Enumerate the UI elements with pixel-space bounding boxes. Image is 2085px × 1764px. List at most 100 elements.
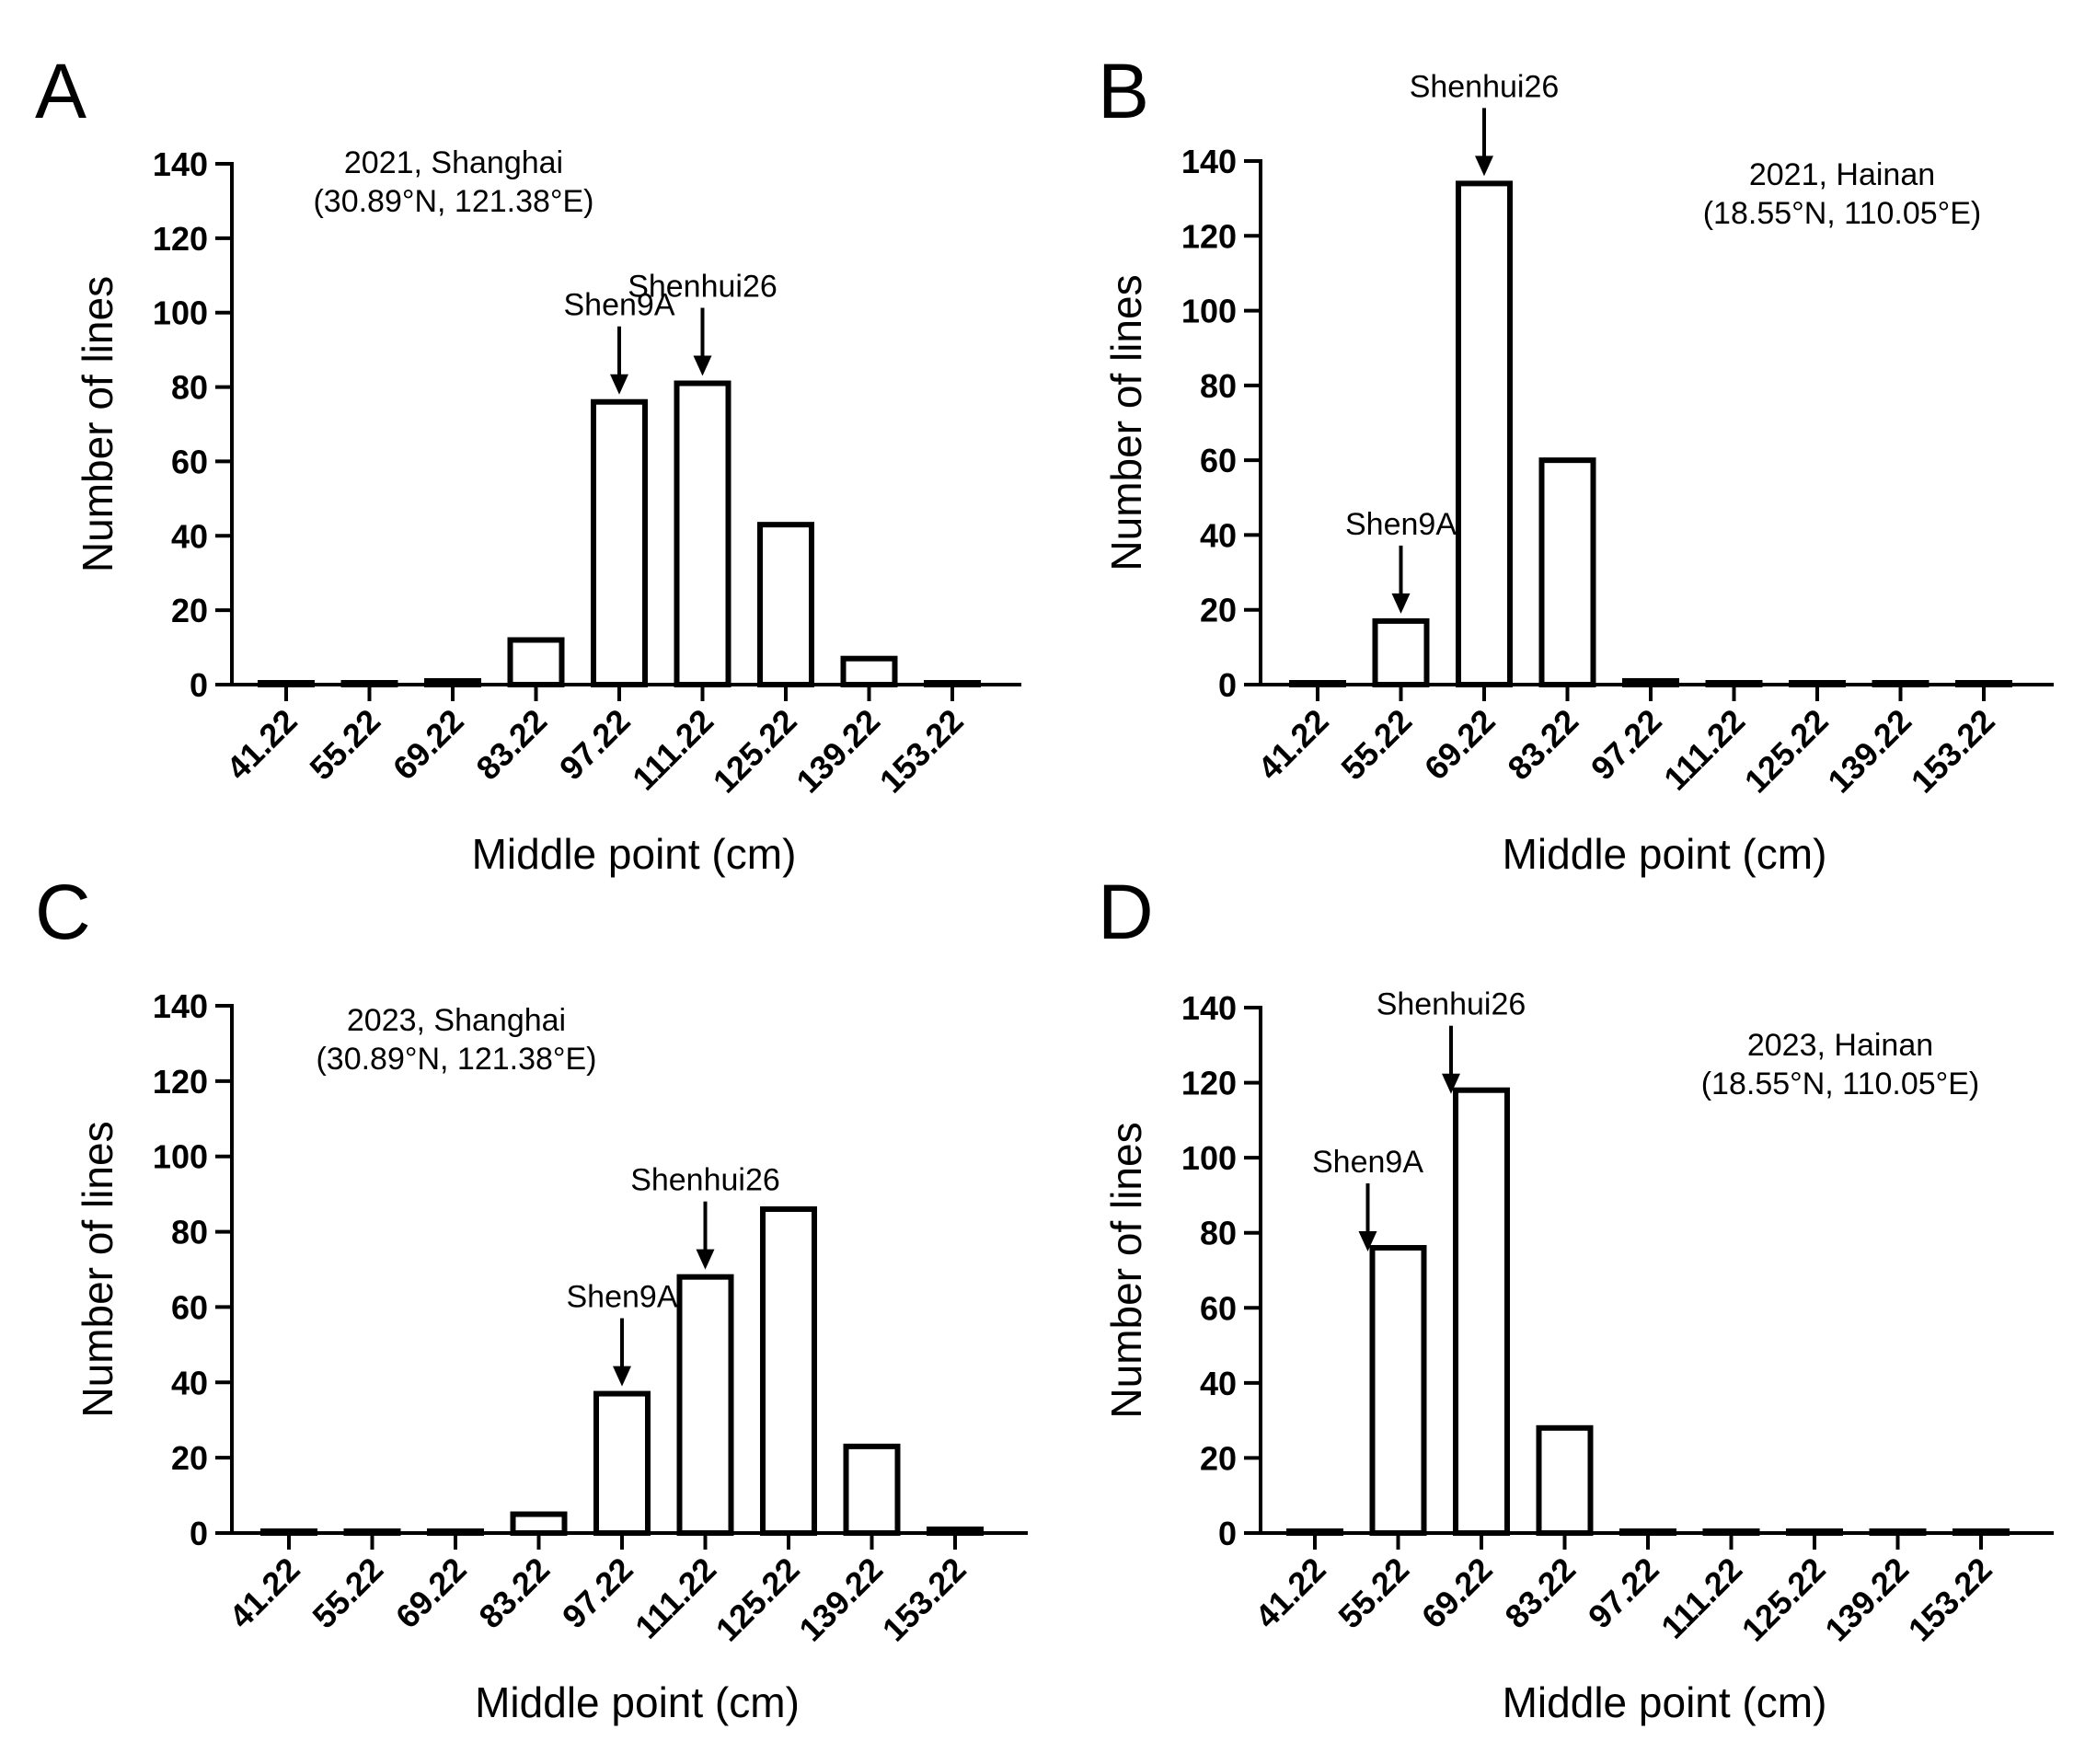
y-tick-label: 120	[153, 220, 208, 258]
panel-letter: B	[1098, 48, 1149, 134]
arrow-label-shen9a: Shen9A	[567, 1280, 678, 1315]
y-tick-label: 80	[171, 369, 208, 407]
x-tick-label: 111.22	[1656, 702, 1752, 798]
x-axis-title: Middle point (cm)	[475, 1678, 800, 1726]
y-tick-label: 140	[1181, 143, 1237, 180]
condition-label: 2023, Hainan	[1747, 1028, 1933, 1063]
x-tick-label: 125.22	[1737, 702, 1836, 801]
y-axis-title: Number of lines	[74, 276, 121, 572]
x-tick-label: 153.22	[1904, 702, 2002, 801]
y-tick-label: 60	[1200, 442, 1237, 479]
arrow-head	[610, 374, 628, 395]
y-tick-label: 0	[190, 1515, 208, 1552]
x-tick-label: 41.22	[219, 702, 305, 788]
arrow-label-shen9a: Shen9A	[1345, 507, 1457, 542]
bar-111.22	[1705, 680, 1763, 687]
bar-97.22	[591, 398, 648, 687]
x-tick-label: 83.22	[1497, 1551, 1583, 1636]
arrow-head	[1475, 156, 1493, 177]
x-tick-label: 97.22	[1581, 1551, 1666, 1636]
y-tick-label: 40	[1200, 1365, 1237, 1402]
y-tick-label: 120	[153, 1063, 208, 1101]
x-tick-label: 97.22	[552, 702, 638, 788]
bar-125.22	[757, 522, 814, 688]
x-tick-label: 41.22	[1250, 702, 1336, 788]
bar-55.22	[1372, 617, 1430, 688]
bar-111.22	[674, 380, 731, 687]
bar-139.22	[843, 1443, 901, 1536]
y-tick-label: 20	[1200, 1439, 1237, 1477]
location-label: (18.55°N, 110.05°E)	[1701, 1066, 1980, 1101]
x-tick-label: 97.22	[555, 1551, 640, 1636]
bar-139.22	[1869, 1528, 1927, 1536]
y-tick-label: 40	[1200, 516, 1237, 554]
x-tick-label: 55.22	[1330, 1551, 1416, 1636]
arrow-label-shenhui26: Shenhui26	[1410, 69, 1560, 104]
x-axis-title: Middle point (cm)	[472, 830, 797, 878]
y-tick-label: 60	[1200, 1289, 1237, 1327]
x-tick-label: 69.22	[1417, 702, 1503, 788]
bar-69.22	[1453, 1087, 1510, 1536]
y-tick-label: 80	[1200, 367, 1237, 405]
arrow-label-shenhui26: Shenhui26	[628, 270, 778, 305]
x-tick-label: 139.22	[1820, 702, 1918, 801]
bar-125.22	[1789, 680, 1846, 687]
arrow-head	[613, 1366, 631, 1387]
x-axis-title: Middle point (cm)	[1503, 830, 1827, 878]
bar-83.22	[510, 1511, 568, 1537]
x-tick-label: 139.22	[789, 702, 887, 801]
arrow-head	[696, 1249, 715, 1270]
x-tick-label: 55.22	[305, 1551, 390, 1636]
bar-69.22	[1456, 180, 1513, 687]
arrow-label-shenhui26: Shenhui26	[1377, 987, 1526, 1022]
x-tick-label: 125.22	[708, 1551, 807, 1649]
panel-b: B 0 20 40 60 80 100 120 140 Number of lines 41.225…	[1098, 48, 2054, 878]
y-tick-label: 0	[190, 666, 208, 704]
bar-153.22	[927, 1526, 984, 1536]
x-tick-label: 41.22	[1248, 1551, 1333, 1636]
bar-97.22	[1622, 677, 1679, 688]
y-tick-label: 80	[1200, 1215, 1237, 1252]
bar-125.22	[760, 1206, 817, 1536]
location-label: (30.89°N, 121.38°E)	[316, 1042, 596, 1077]
bar-41.22	[1289, 680, 1346, 687]
bar-83.22	[1536, 1424, 1594, 1537]
bar-97.22	[1619, 1528, 1676, 1536]
condition-label: 2021, Hainan	[1749, 157, 1935, 192]
bar-83.22	[1538, 457, 1596, 687]
bar-111.22	[1702, 1528, 1760, 1536]
bar-83.22	[507, 637, 565, 688]
x-tick-label: 139.22	[1817, 1551, 1916, 1649]
x-tick-label: 55.22	[1333, 702, 1419, 788]
x-tick-label: 69.22	[388, 1551, 474, 1636]
y-tick-label: 20	[1200, 592, 1237, 629]
y-tick-label: 140	[153, 987, 208, 1025]
x-tick-label: 83.22	[471, 1551, 557, 1636]
arrow-head	[1442, 1073, 1460, 1094]
bar-41.22	[260, 1528, 317, 1536]
bar-69.22	[427, 1528, 484, 1536]
y-tick-label: 140	[153, 145, 208, 183]
location-label: (18.55°N, 110.05°E)	[1703, 196, 1982, 231]
y-tick-label: 40	[171, 1364, 208, 1401]
x-tick-label: 111.22	[625, 702, 720, 798]
y-tick-label: 100	[1181, 1139, 1237, 1177]
bar-41.22	[258, 680, 315, 687]
x-tick-label: 83.22	[468, 702, 554, 788]
condition-label: 2023, Shanghai	[347, 1003, 566, 1038]
x-tick-label: 83.22	[1500, 702, 1585, 788]
x-tick-label: 139.22	[791, 1551, 890, 1649]
y-tick-label: 20	[171, 1439, 208, 1477]
y-axis-title: Number of lines	[1102, 1122, 1150, 1418]
bar-55.22	[343, 1528, 401, 1536]
y-tick-label: 0	[1218, 1515, 1237, 1552]
y-tick-label: 100	[153, 294, 208, 332]
bar-153.22	[924, 680, 981, 687]
x-tick-label: 69.22	[1414, 1551, 1500, 1636]
x-tick-label: 153.22	[872, 702, 971, 801]
bar-153.22	[1953, 1528, 2010, 1536]
x-tick-label: 41.22	[222, 1551, 307, 1636]
bar-125.22	[1786, 1528, 1843, 1536]
bar-97.22	[593, 1390, 651, 1537]
y-tick-label: 120	[1181, 217, 1237, 255]
